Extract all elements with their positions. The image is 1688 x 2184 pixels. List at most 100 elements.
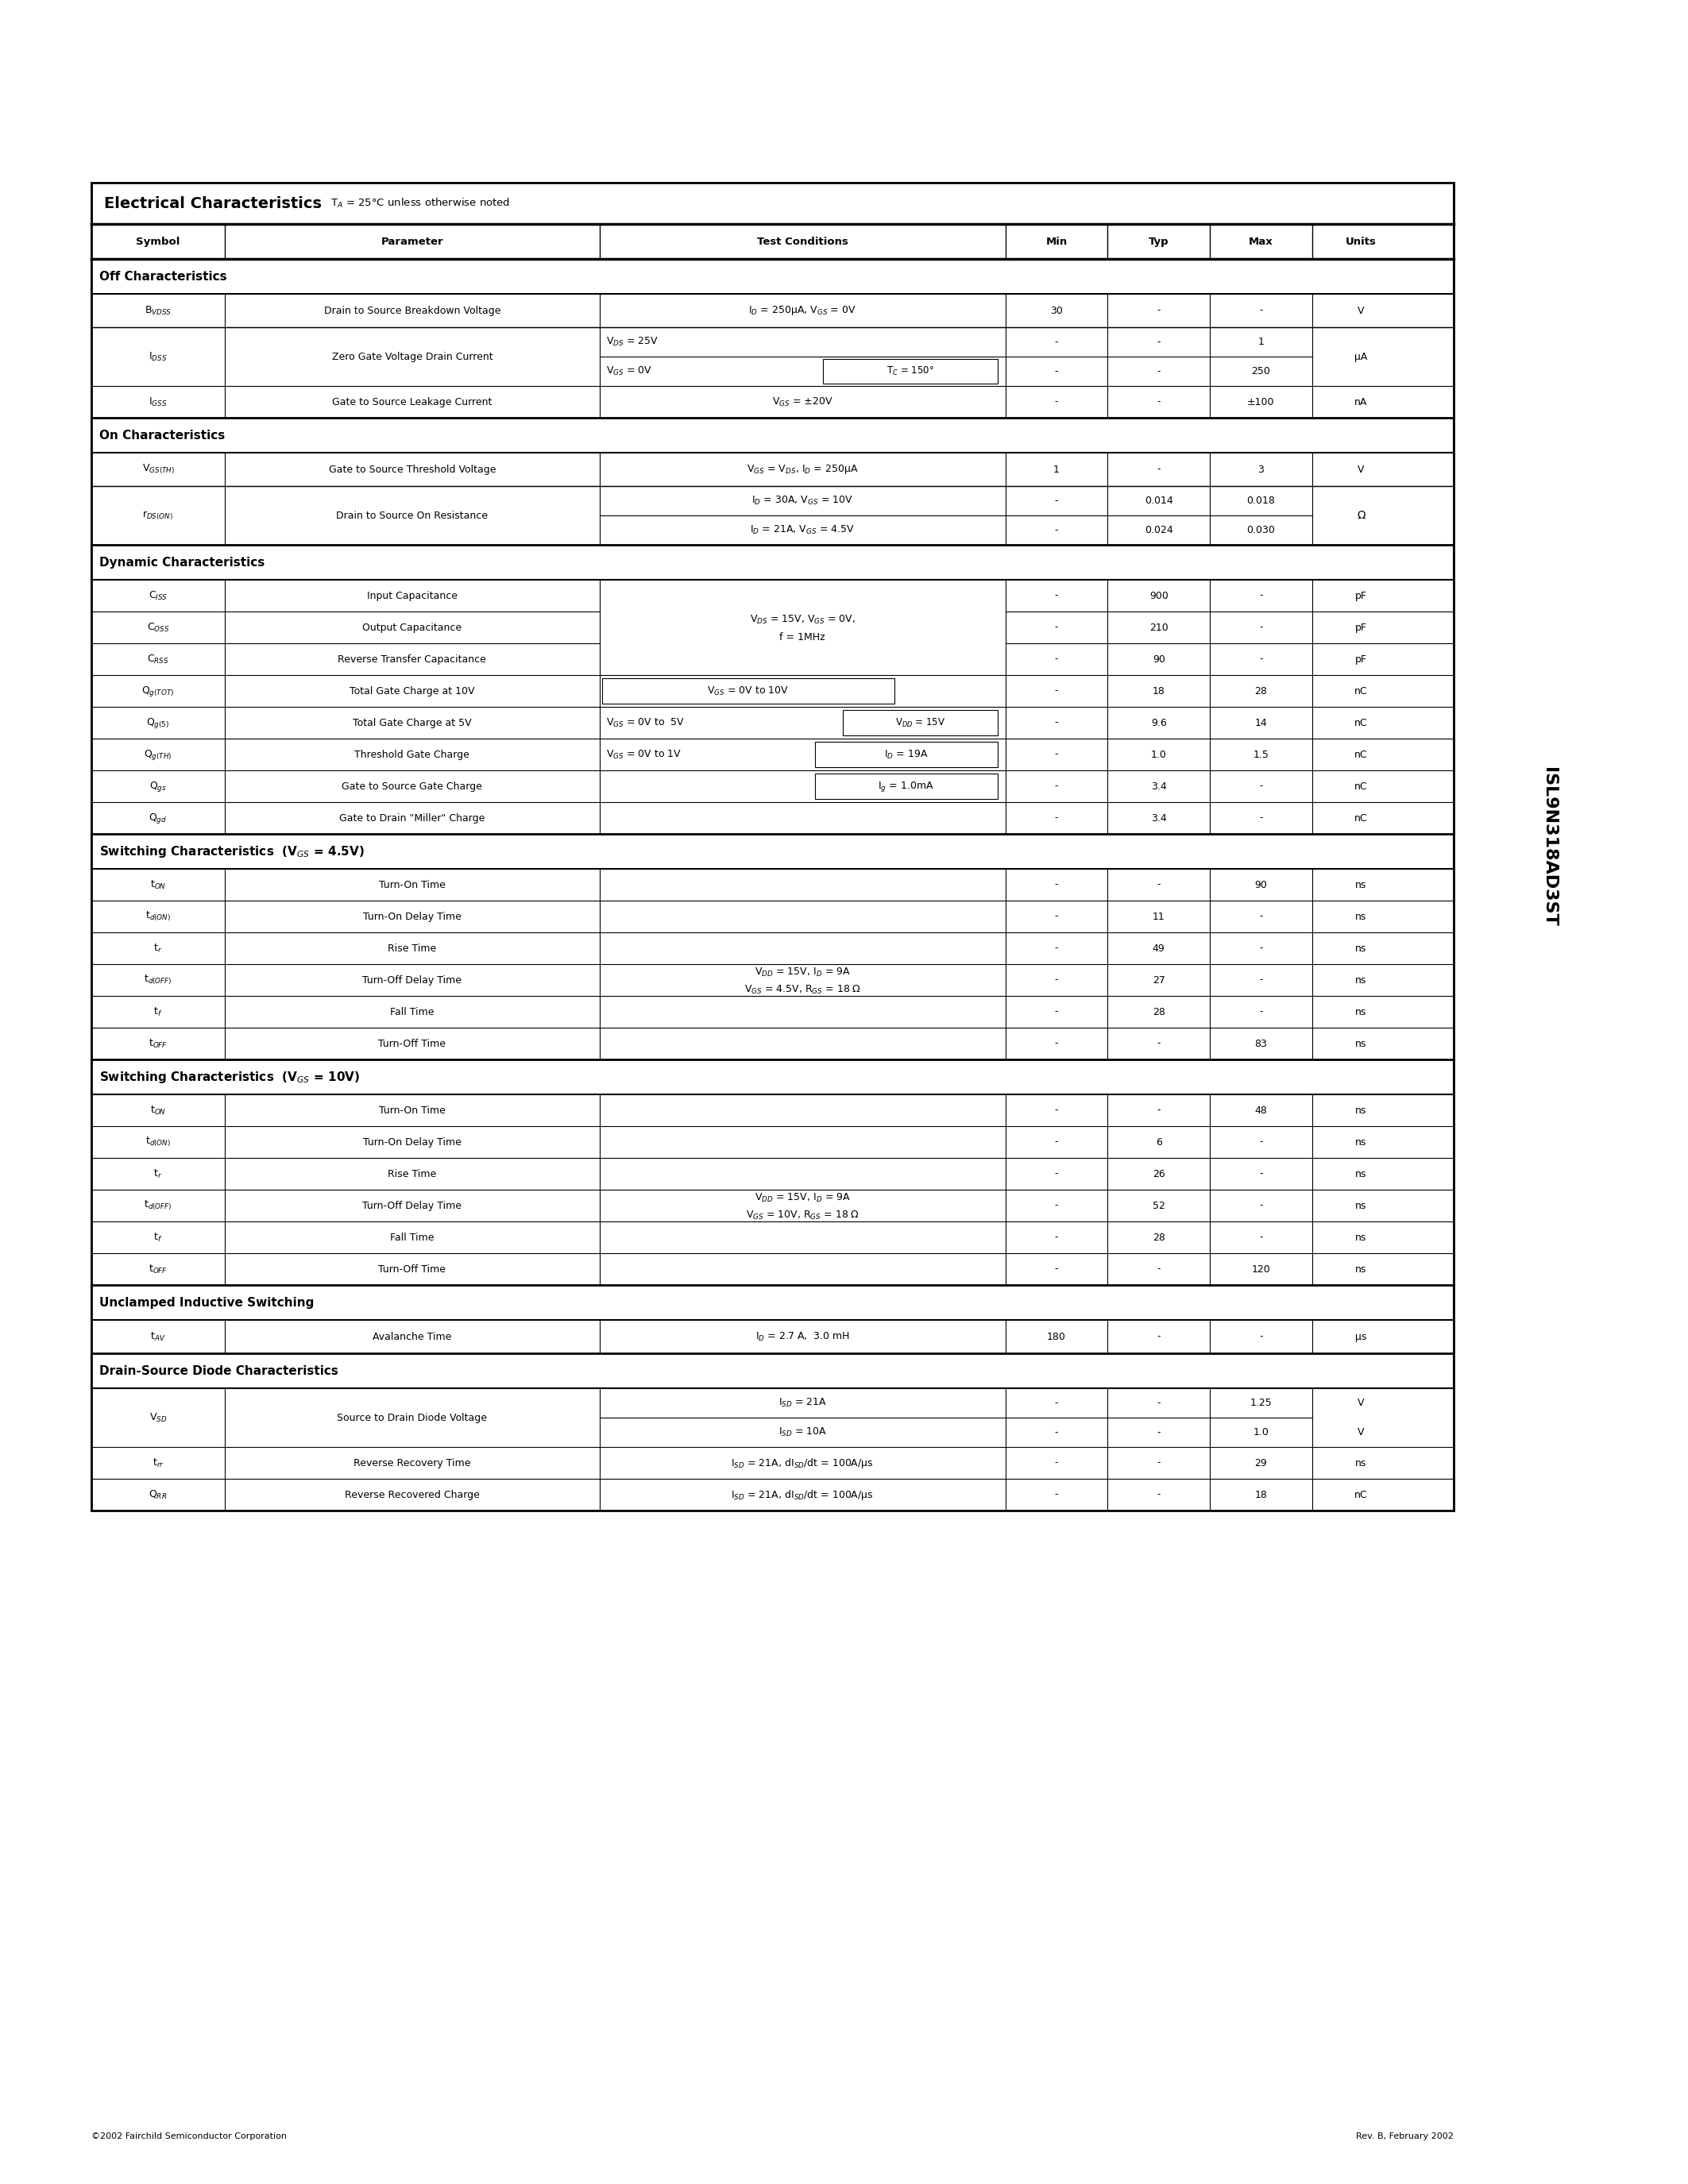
Text: 14: 14 [1254,719,1268,727]
Text: Turn-On Time: Turn-On Time [378,1105,446,1116]
Text: -: - [1259,782,1263,791]
Text: I$_{GSS}$: I$_{GSS}$ [149,395,167,408]
Text: Q$_{RR}$: Q$_{RR}$ [149,1489,167,1500]
Text: 210: 210 [1150,622,1168,633]
Text: 1.0: 1.0 [1151,749,1166,760]
Text: 28: 28 [1254,686,1268,697]
Text: Turn-On Delay Time: Turn-On Delay Time [363,911,461,922]
Text: ns: ns [1355,1007,1367,1018]
Text: V$_{GS}$ = 0V to  5V: V$_{GS}$ = 0V to 5V [606,716,685,729]
Text: 900: 900 [1150,590,1168,601]
Text: Symbol: Symbol [137,236,181,247]
Text: -: - [1055,653,1058,664]
Text: 90: 90 [1254,880,1268,889]
Text: Avalanche Time: Avalanche Time [373,1332,452,1341]
Text: nC: nC [1354,782,1367,791]
Text: 3.4: 3.4 [1151,782,1166,791]
Text: 29: 29 [1254,1457,1268,1468]
Text: -: - [1156,1426,1161,1437]
Text: -: - [1259,1332,1263,1341]
Text: Total Gate Charge at 5V: Total Gate Charge at 5V [353,719,471,727]
Text: 48: 48 [1254,1105,1268,1116]
Text: ns: ns [1355,943,1367,954]
Text: 18: 18 [1153,686,1165,697]
Text: I$_D$ = 21A, V$_{GS}$ = 4.5V: I$_D$ = 21A, V$_{GS}$ = 4.5V [749,524,854,535]
Text: nC: nC [1354,749,1367,760]
Text: -: - [1055,911,1058,922]
Text: 83: 83 [1254,1037,1268,1048]
Text: 180: 180 [1047,1332,1067,1341]
Text: pF: pF [1355,653,1367,664]
Text: Test Conditions: Test Conditions [756,236,847,247]
Text: Q$_{gd}$: Q$_{gd}$ [149,810,167,826]
Text: 0.014: 0.014 [1144,496,1173,507]
Text: -: - [1259,911,1263,922]
Text: Turn-Off Time: Turn-Off Time [378,1037,446,1048]
Text: Unclamped Inductive Switching: Unclamped Inductive Switching [100,1297,314,1308]
Text: V$_{GS}$ = 10V, R$_{GS}$ = 18 Ω: V$_{GS}$ = 10V, R$_{GS}$ = 18 Ω [746,1210,859,1221]
Text: -: - [1156,1332,1161,1341]
Text: Reverse Recovered Charge: Reverse Recovered Charge [344,1489,479,1500]
Bar [815,773,998,799]
Text: t$_{d(ON)}$: t$_{d(ON)}$ [145,911,170,924]
Text: -: - [1156,336,1161,347]
Text: ns: ns [1355,1232,1367,1243]
Text: -: - [1259,653,1263,664]
Text: V$_{GS}$ = ±20V: V$_{GS}$ = ±20V [771,395,832,408]
Text: Drain-Source Diode Characteristics: Drain-Source Diode Characteristics [100,1365,338,1376]
Text: Gate to Source Threshold Voltage: Gate to Source Threshold Voltage [329,465,496,474]
Text: ns: ns [1355,1037,1367,1048]
Text: -: - [1055,367,1058,376]
Text: -: - [1055,1489,1058,1500]
Text: t$_{OFF}$: t$_{OFF}$ [149,1262,167,1275]
Text: 1: 1 [1258,336,1264,347]
Text: Parameter: Parameter [381,236,444,247]
Text: -: - [1259,1232,1263,1243]
Text: ns: ns [1355,880,1367,889]
Text: nA: nA [1354,397,1367,406]
Text: nC: nC [1354,719,1367,727]
Text: -: - [1156,1105,1161,1116]
Text: -: - [1055,749,1058,760]
Text: nC: nC [1354,1489,1367,1500]
Text: ns: ns [1355,1265,1367,1273]
Text: -: - [1156,1037,1161,1048]
Text: -: - [1055,397,1058,406]
Text: V$_{DD}$ = 15V, I$_D$ = 9A: V$_{DD}$ = 15V, I$_D$ = 9A [755,965,851,978]
Text: -: - [1055,1105,1058,1116]
Text: Typ: Typ [1148,236,1168,247]
Text: ns: ns [1355,974,1367,985]
Text: -: - [1055,1232,1058,1243]
Text: ns: ns [1355,1168,1367,1179]
Text: -: - [1259,622,1263,633]
Text: Source to Drain Diode Voltage: Source to Drain Diode Voltage [338,1413,488,1422]
Text: t$_{ON}$: t$_{ON}$ [150,878,165,891]
Text: -: - [1156,1398,1161,1409]
Text: -: - [1156,1457,1161,1468]
Text: -: - [1156,367,1161,376]
Text: -: - [1055,1265,1058,1273]
Text: Max: Max [1249,236,1273,247]
Text: Zero Gate Voltage Drain Current: Zero Gate Voltage Drain Current [333,352,493,363]
Bar [815,743,998,767]
Text: 28: 28 [1153,1232,1165,1243]
Text: I$_D$ = 30A, V$_{GS}$ = 10V: I$_D$ = 30A, V$_{GS}$ = 10V [751,496,852,507]
Text: -: - [1055,782,1058,791]
Text: Rise Time: Rise Time [388,1168,437,1179]
Text: -: - [1055,943,1058,954]
Text: μA: μA [1354,352,1367,363]
Text: Electrical Characteristics: Electrical Characteristics [105,197,322,212]
Text: ISL9N318AD3ST: ISL9N318AD3ST [1541,767,1556,926]
Text: -: - [1055,524,1058,535]
Text: -: - [1156,880,1161,889]
Text: Off Characteristics: Off Characteristics [100,271,226,282]
Text: -: - [1055,686,1058,697]
Text: Q$_{g(5)}$: Q$_{g(5)}$ [147,716,170,729]
Text: pF: pF [1355,622,1367,633]
Text: ©2002 Fairchild Semiconductor Corporation: ©2002 Fairchild Semiconductor Corporatio… [91,2132,287,2140]
Text: -: - [1055,496,1058,507]
Text: T$_A$ = 25°C unless otherwise noted: T$_A$ = 25°C unless otherwise noted [331,197,510,210]
Text: On Characteristics: On Characteristics [100,430,225,441]
Text: -: - [1055,336,1058,347]
Text: Switching Characteristics  (V$_{GS}$ = 10V): Switching Characteristics (V$_{GS}$ = 10… [100,1070,360,1085]
